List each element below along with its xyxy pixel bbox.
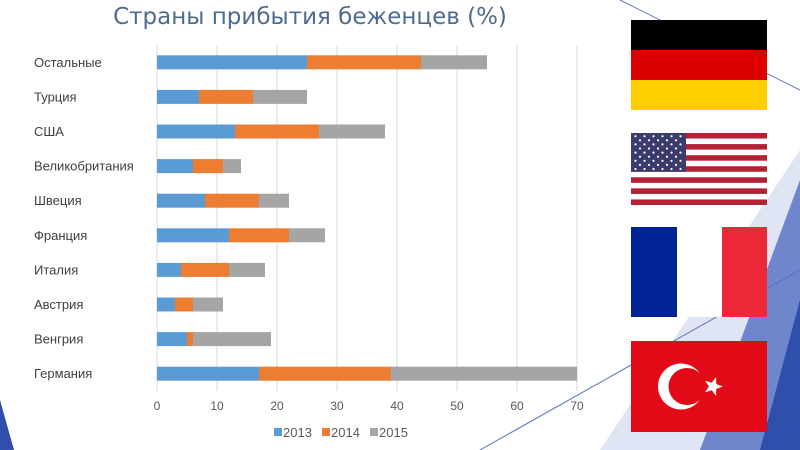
bar-франция-2013 [157, 228, 229, 243]
x-tick-labels: 0 10 20 30 40 50 60 70 [154, 399, 584, 413]
bar-австрия-2015 [193, 297, 223, 312]
category-label: Турция [34, 89, 77, 104]
bar-германия-2014 [259, 366, 391, 381]
legend-swatch-2014 [322, 428, 330, 436]
bar-остальные-2013 [157, 55, 307, 70]
bar-германия-2013 [157, 366, 259, 381]
bar-франция-2014 [229, 228, 289, 243]
stacked-bar-chart: Германия Венгрия Австрия Италия Франция Швеци… [34, 45, 584, 440]
bar-венгрия-2015 [193, 332, 271, 347]
bar-турция-2015 [253, 89, 307, 104]
x-tick-label: 50 [450, 399, 464, 413]
bar-австрия-2013 [157, 297, 175, 312]
x-tick-label: 10 [210, 399, 224, 413]
legend-swatch-2013 [274, 428, 282, 436]
bar-великобритания-2014 [193, 159, 223, 174]
x-tick-label: 60 [510, 399, 524, 413]
bar-остальные-2014 [307, 55, 421, 70]
usa-flag [631, 133, 767, 205]
usa-flag-graphic [631, 133, 767, 205]
bar-венгрия-2013 [157, 332, 187, 347]
category-label: США [34, 124, 64, 139]
x-tick-label: 40 [390, 399, 404, 413]
legend-label: 2014 [331, 425, 360, 440]
bar-швеция-2015 [259, 193, 289, 208]
turkey-flag [631, 341, 767, 432]
bar-сша-2015 [319, 124, 385, 139]
legend-label: 2015 [379, 425, 408, 440]
x-tick-label: 70 [570, 399, 584, 413]
bars [157, 55, 577, 381]
bar-турция-2013 [157, 89, 199, 104]
chart-title: Страны прибытия беженцев (%) [113, 4, 507, 30]
category-label: Великобритания [34, 159, 134, 174]
category-label: Германия [34, 366, 92, 381]
bar-венгрия-2014 [187, 332, 193, 347]
category-label: Остальные [34, 55, 102, 70]
deco-left-wedge [0, 400, 14, 450]
bar-италия-2014 [181, 262, 229, 277]
bar-австрия-2014 [175, 297, 193, 312]
x-tick-label: 30 [330, 399, 344, 413]
bar-италия-2013 [157, 262, 181, 277]
turkey-flag-graphic [658, 363, 723, 410]
category-label: Австрия [34, 297, 83, 312]
bar-италия-2015 [229, 262, 265, 277]
legend-swatch-2015 [370, 428, 378, 436]
bar-франция-2015 [289, 228, 325, 243]
bar-великобритания-2015 [223, 159, 241, 174]
bar-великобритания-2013 [157, 159, 193, 174]
category-label: Венгрия [34, 332, 83, 347]
category-label: Италия [34, 262, 78, 277]
category-label: Швеция [34, 193, 82, 208]
germany-flag [631, 20, 767, 110]
x-tick-label: 20 [270, 399, 284, 413]
legend-label: 2013 [283, 425, 312, 440]
bar-остальные-2015 [421, 55, 487, 70]
bar-сша-2013 [157, 124, 235, 139]
deco-stripe-dark [760, 300, 800, 450]
bar-германия-2015 [391, 366, 577, 381]
bar-турция-2014 [199, 89, 253, 104]
bar-швеция-2013 [157, 193, 205, 208]
x-tick-label: 0 [154, 399, 161, 413]
bar-сша-2014 [235, 124, 319, 139]
france-flag [631, 227, 767, 317]
category-labels: Германия Венгрия Австрия Италия Франция Швеци… [34, 55, 134, 381]
bar-швеция-2014 [205, 193, 259, 208]
category-label: Франция [34, 228, 87, 243]
legend: 2013 2014 2015 [274, 425, 408, 440]
